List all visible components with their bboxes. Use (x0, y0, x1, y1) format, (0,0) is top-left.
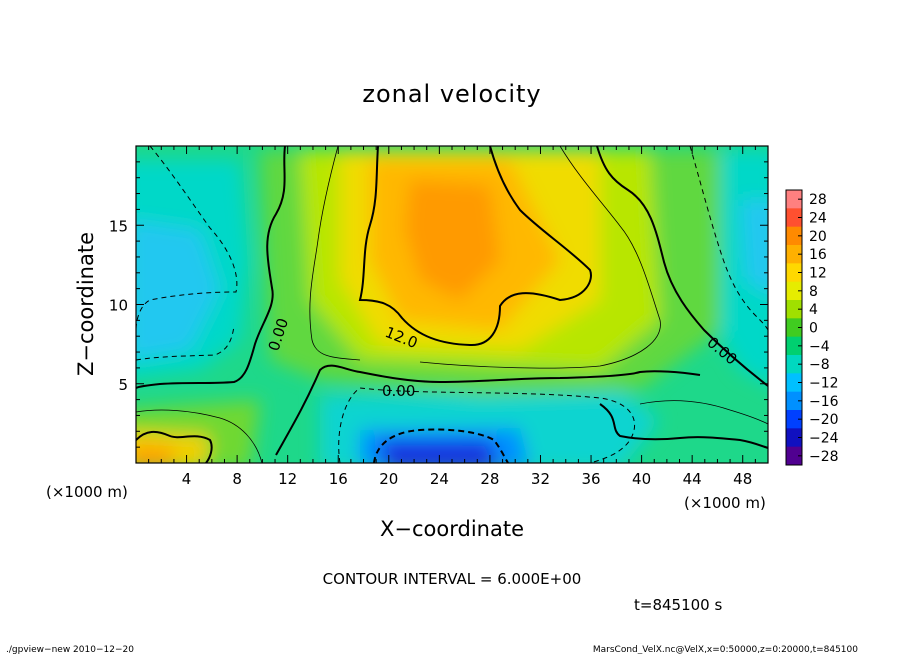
colorbar-swatch (786, 208, 802, 228)
time-label: t=845100 s (634, 596, 722, 614)
y-axis-label: Z−coordinate (74, 232, 98, 376)
x-axis: 4 8 12 16 20 24 28 32 36 40 44 48 (148, 146, 756, 488)
y-axis: 5 10 15 (109, 161, 768, 448)
x-tick-label: 44 (683, 470, 702, 488)
plot-area: 0.00 12.0 0.00 0.00 (136, 146, 768, 463)
colorbar-label: 16 (809, 247, 827, 263)
colorbar-label: 8 (809, 284, 818, 300)
colorbar-label: −4 (809, 339, 830, 355)
contour-zero-left (136, 146, 286, 389)
contour-bottomleft (136, 430, 213, 463)
contour-zero-lower (275, 364, 701, 456)
colorbar-swatch (786, 190, 802, 209)
x-axis-label: X−coordinate (380, 517, 524, 541)
contour-neg-right (689, 146, 768, 331)
contour-thin-right-bottom (639, 400, 768, 425)
x-tick-label: 36 (581, 470, 600, 488)
colorbar-label: −12 (809, 376, 839, 392)
colorbar-label: 28 (809, 192, 827, 208)
colorbar-swatch (786, 336, 802, 356)
x-unit-left: (×1000 m) (46, 483, 128, 501)
contour-six-lower (136, 409, 263, 463)
colorbar-swatch (786, 355, 802, 374)
contour-neg-left-2 (136, 325, 235, 361)
y-tick-label: 10 (109, 297, 128, 315)
field-region-cyan-right-core (740, 200, 768, 294)
colorbar: 28 24 20 16 12 8 4 0 −4 −8 −12 −16 −20 −24 −28 (785, 189, 839, 466)
x-unit-right: (×1000 m) (684, 494, 766, 512)
colorbar-label: −28 (809, 449, 839, 465)
contour-six-left (309, 146, 361, 361)
contour-neg-left (136, 146, 238, 331)
field-region-cyan-left-core (136, 220, 220, 359)
y-tick-label: 15 (109, 217, 128, 235)
colorbar-swatch (786, 245, 802, 264)
x-tick-label: 48 (733, 470, 752, 488)
colorbar-swatch (786, 281, 802, 301)
field-region-bottomleft-orange (136, 445, 175, 463)
colorbar-label: 4 (809, 302, 818, 318)
colorbar-label: 0 (809, 321, 818, 337)
contour-neg-bottom-2 (338, 387, 636, 463)
contour-neg-bottom (373, 428, 509, 463)
colorbar-swatch (786, 300, 802, 319)
contour-interval: CONTOUR INTERVAL = 6.000E+00 (323, 570, 582, 588)
colorbar-swatch (786, 373, 802, 393)
x-tick-label: 4 (182, 470, 192, 488)
colorbar-label: −8 (809, 357, 830, 373)
colorbar-label: 24 (809, 211, 827, 227)
colorbar-label: −16 (809, 394, 839, 410)
x-tick-label: 8 (232, 470, 242, 488)
colorbar-swatch (786, 318, 802, 338)
contour-twelve (358, 146, 592, 347)
footer-right: MarsCond_VelX.nc@VelX,x=0:50000,z=0:2000… (593, 645, 858, 654)
field-region-blue-core (380, 440, 498, 463)
colorbar-swatch (786, 226, 802, 246)
colorbar-swatch (786, 446, 802, 466)
colorbar-label: −24 (809, 431, 839, 447)
colorbar-label: −20 (809, 412, 839, 428)
colorbar-label: 20 (809, 229, 827, 245)
colorbar-swatch (786, 410, 802, 429)
field-region-orange-core (405, 180, 500, 300)
y-tick-label: 5 (118, 376, 128, 394)
x-tick-label: 32 (531, 470, 550, 488)
chart-title: zonal velocity (362, 80, 541, 108)
x-tick-label: 20 (379, 470, 398, 488)
contour-bottomright (599, 403, 768, 449)
colorbar-swatch (786, 428, 802, 448)
x-tick-label: 16 (329, 470, 348, 488)
contour-six-right (419, 146, 661, 369)
contour-label-zero-lower: 0.00 (382, 382, 415, 400)
colorbar-swatch (786, 263, 802, 283)
colorbar-swatch (786, 391, 802, 411)
footer-left: ./gpview−new 2010−12−20 (6, 645, 134, 654)
colorbar-label: 12 (809, 266, 827, 282)
x-tick-label: 28 (480, 470, 499, 488)
x-tick-label: 40 (632, 470, 651, 488)
contour-zero-right (596, 146, 768, 387)
x-tick-label: 12 (278, 470, 297, 488)
x-tick-label: 24 (430, 470, 449, 488)
